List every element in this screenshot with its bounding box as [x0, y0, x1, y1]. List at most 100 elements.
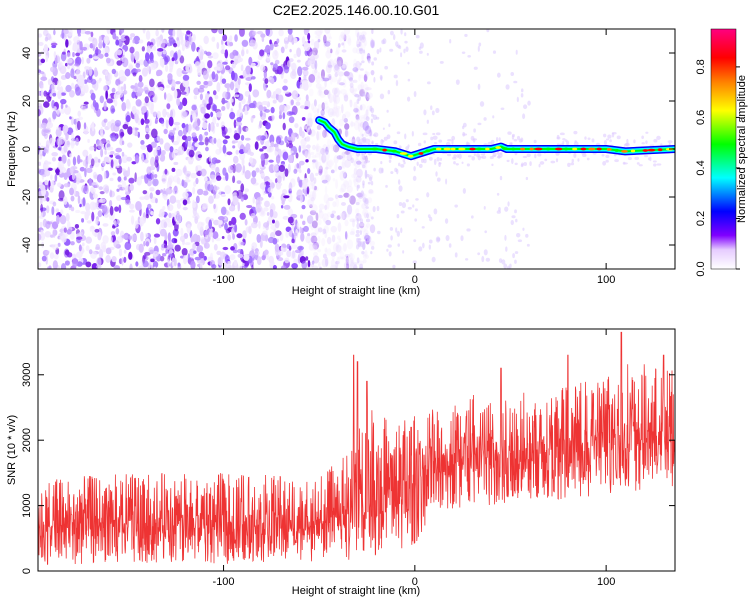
noise-speck — [134, 220, 139, 229]
noise-speck — [305, 256, 309, 261]
signal-halo-speck — [529, 161, 532, 166]
noise-speck — [117, 38, 123, 47]
noise-speck — [76, 48, 80, 54]
noise-speck — [78, 231, 84, 235]
noise-speck — [345, 255, 349, 266]
signal-halo-speck — [396, 131, 401, 135]
noise-speck — [154, 155, 159, 164]
noise-speck — [149, 78, 155, 88]
noise-speck — [256, 256, 262, 266]
noise-speck — [110, 231, 116, 236]
noise-speck — [118, 69, 125, 80]
noise-speck — [271, 257, 275, 265]
noise-speck — [346, 204, 353, 215]
noise-speck — [121, 101, 127, 112]
spectrogram-y-tick-label: -20 — [21, 189, 33, 205]
noise-speck — [355, 229, 360, 234]
noise-speck — [160, 189, 164, 193]
noise-speck — [363, 39, 368, 47]
noise-speck — [308, 244, 315, 251]
noise-speck — [307, 152, 311, 160]
noise-speck — [325, 63, 332, 74]
noise-speck — [51, 221, 59, 230]
noise-speck — [322, 148, 325, 153]
signal-hotspot — [630, 149, 636, 153]
noise-speck — [138, 74, 143, 83]
noise-speck — [307, 260, 311, 268]
noise-speck — [236, 116, 242, 123]
noise-speck — [38, 161, 42, 167]
noise-speck — [302, 69, 309, 77]
noise-speck — [161, 149, 166, 156]
noise-speck — [230, 98, 234, 103]
noise-speck — [51, 100, 55, 109]
noise-speck — [145, 133, 150, 140]
noise-speck — [284, 168, 289, 177]
noise-speck — [333, 87, 340, 98]
noise-speck — [39, 198, 43, 205]
noise-speck — [111, 68, 117, 75]
noise-speck — [85, 104, 88, 109]
noise-speck — [274, 220, 280, 229]
noise-speck — [166, 92, 172, 103]
noise-speck — [261, 255, 266, 261]
noise-speck — [103, 85, 108, 92]
noise-speck — [176, 202, 182, 210]
noise-speck — [286, 250, 292, 258]
snr-y-label: SNR (10 * v/v) — [6, 415, 18, 485]
noise-speck — [40, 71, 44, 75]
noise-speck — [38, 142, 41, 146]
colorbar-frame — [710, 28, 737, 270]
noise-speck — [379, 47, 382, 53]
noise-speck — [461, 51, 466, 54]
signal-halo-speck — [479, 156, 484, 159]
noise-speck — [156, 135, 161, 142]
noise-speck — [305, 123, 311, 133]
noise-speck — [83, 122, 87, 130]
noise-speck — [200, 168, 207, 177]
noise-speck — [309, 191, 316, 200]
noise-speck — [51, 206, 55, 216]
noise-speck — [314, 35, 322, 39]
noise-speck — [184, 39, 190, 50]
noise-speck — [515, 218, 518, 223]
noise-speck — [301, 260, 308, 269]
noise-speck — [327, 107, 334, 118]
noise-speck — [218, 219, 223, 225]
noise-speck — [103, 35, 110, 45]
noise-speck — [90, 31, 94, 38]
noise-speck — [155, 29, 159, 37]
signal-halo-speck — [453, 154, 457, 159]
signal-halo-speck — [438, 162, 441, 168]
noise-speck — [365, 206, 369, 209]
noise-speck — [385, 184, 388, 188]
noise-speck — [233, 259, 238, 267]
snr-series-line — [38, 331, 675, 565]
noise-speck — [526, 243, 530, 247]
noise-speck — [326, 46, 331, 54]
noise-speck — [213, 243, 218, 251]
noise-speck — [362, 127, 368, 131]
noise-speck — [345, 257, 350, 265]
noise-speck — [271, 115, 275, 121]
noise-speck — [204, 50, 208, 55]
noise-speck — [161, 29, 165, 33]
noise-speck — [315, 158, 318, 169]
noise-speck — [396, 213, 400, 219]
noise-speck — [169, 67, 173, 73]
noise-speck — [378, 167, 383, 174]
noise-speck — [109, 154, 114, 158]
noise-speck — [520, 88, 524, 93]
noise-speck — [182, 206, 188, 211]
noise-speck — [389, 227, 394, 231]
noise-speck — [70, 139, 75, 149]
noise-speck — [141, 67, 149, 77]
noise-speck — [175, 81, 181, 85]
noise-speck — [199, 93, 203, 101]
noise-speck — [159, 228, 167, 237]
noise-speck — [342, 92, 349, 99]
noise-speck — [153, 266, 157, 269]
noise-speck — [370, 39, 376, 49]
noise-speck — [179, 32, 185, 37]
signal-halo-speck — [516, 135, 521, 141]
